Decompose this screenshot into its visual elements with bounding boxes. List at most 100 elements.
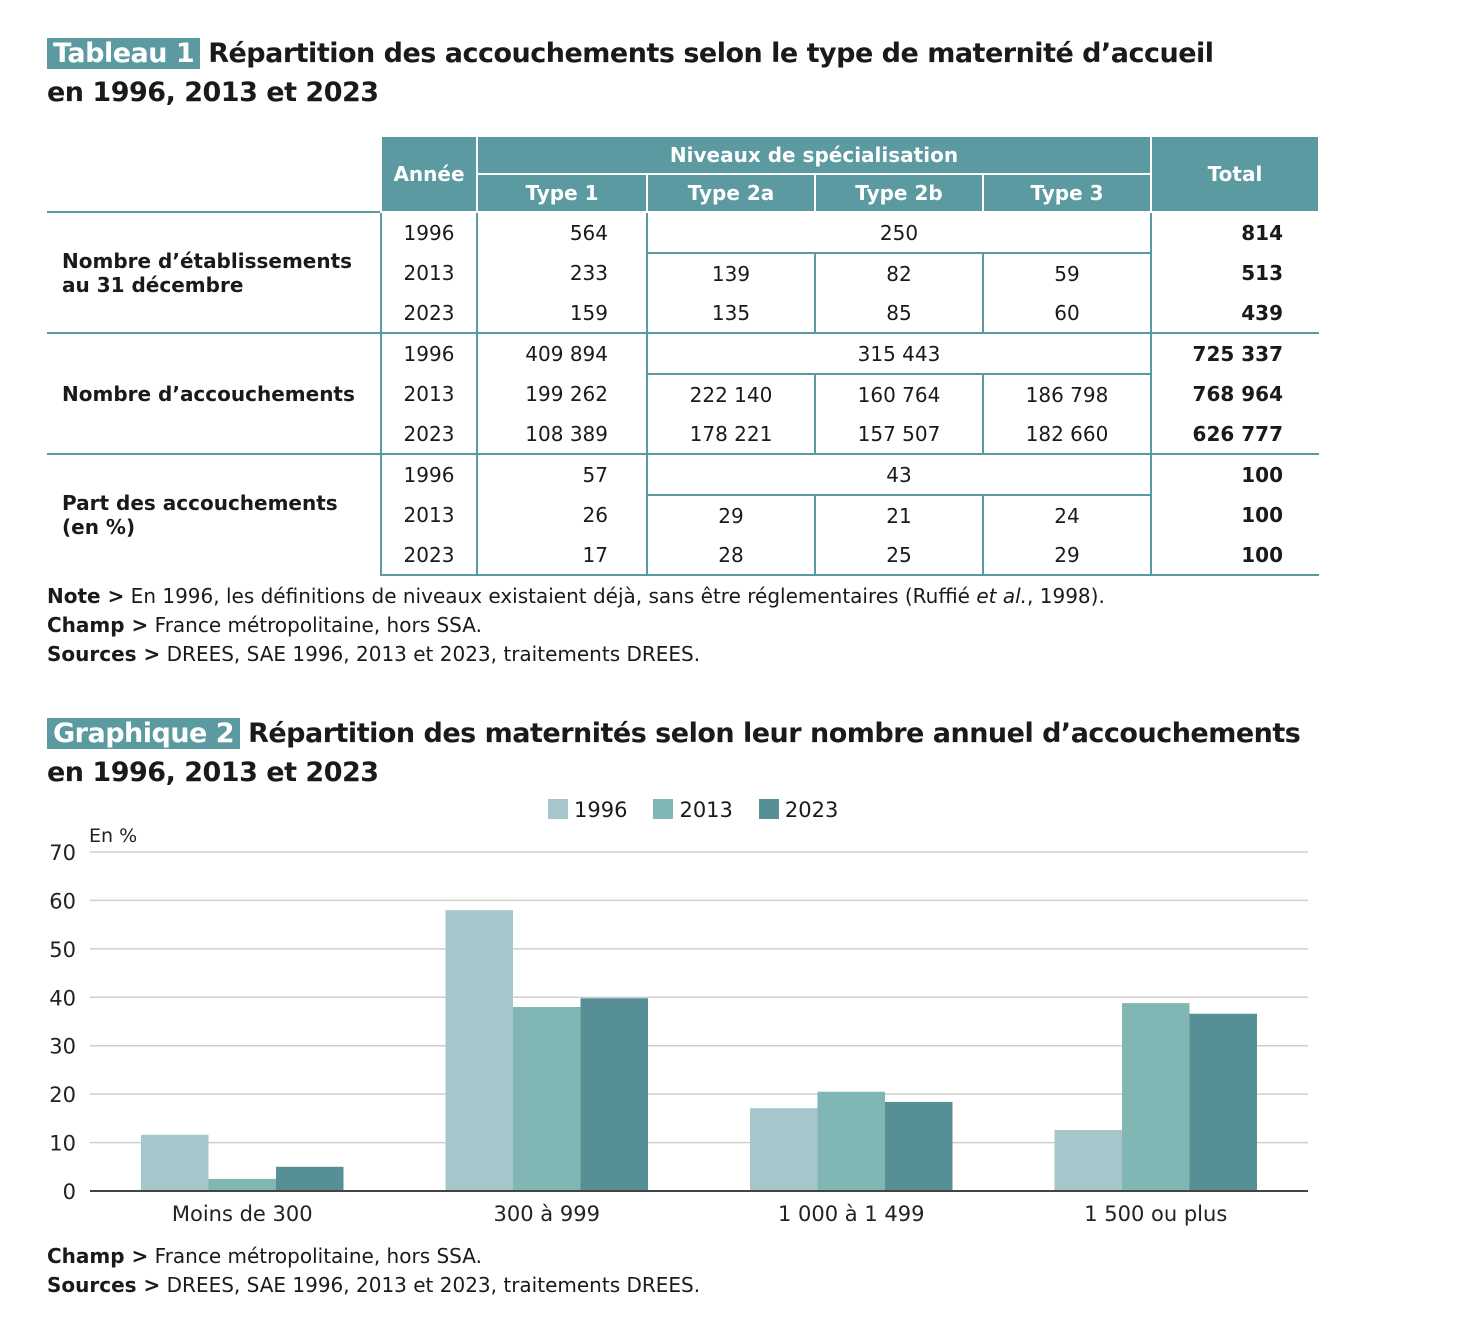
cell-type2b: 25 bbox=[814, 535, 983, 576]
note-end: , 1998). bbox=[1027, 584, 1105, 608]
y-axis-label: En % bbox=[89, 825, 137, 847]
cell-type2a: 135 bbox=[646, 293, 815, 333]
table-row: 2013 199 262 222 140 160 764 186 798 768 964 bbox=[47, 374, 1319, 414]
cell-total: 100 bbox=[1150, 535, 1319, 576]
cell-type3: 29 bbox=[982, 535, 1151, 576]
legend-swatch bbox=[758, 799, 779, 819]
note-text: En 1996, les définitions de niveaux exis… bbox=[124, 584, 977, 608]
y-tick-label: 0 bbox=[63, 1180, 76, 1204]
table-row: 2023 159 135 85 60 439 bbox=[47, 293, 1319, 333]
champ-text: France métropolitaine, hors SSA. bbox=[148, 613, 482, 637]
legend-label: 2013 bbox=[679, 798, 733, 822]
chart-legend: 1996 2013 2023 bbox=[548, 798, 838, 822]
row-group-label: Nombre d’accouchements bbox=[47, 332, 381, 454]
cell-type1: 26 bbox=[476, 495, 647, 535]
cell-type1: 159 bbox=[476, 293, 647, 333]
cell-types-2-3-merged: 43 bbox=[646, 453, 1152, 496]
x-tick-label: 1 000 à 1 499 bbox=[778, 1202, 924, 1226]
header-type1: Type 1 bbox=[476, 173, 648, 213]
sources-line: Sources > DREES, SAE 1996, 2013 et 2023,… bbox=[47, 1271, 700, 1300]
table-row: Part des accouchements (en %) 1996 57 43 100 bbox=[47, 453, 1319, 575]
cell-types-2-3-merged: 315 443 bbox=[646, 332, 1152, 375]
legend-swatch bbox=[548, 799, 568, 819]
cell-year: 1996 bbox=[380, 453, 477, 495]
table-title: Tableau 1 Répartition des accouchements s… bbox=[47, 34, 1214, 112]
header-total: Total bbox=[1150, 135, 1320, 213]
cell-year: 2023 bbox=[380, 293, 477, 333]
chart-notes: Champ > France métropolitaine, hors SSA.… bbox=[47, 1242, 700, 1300]
champ-label: Champ > bbox=[47, 613, 149, 637]
y-tick-label: 70 bbox=[49, 841, 76, 865]
cell-type1: 108 389 bbox=[476, 414, 647, 454]
row-group-label: Part des accouchements (en %) bbox=[47, 453, 381, 575]
cell-types-2-3-merged: 250 bbox=[646, 211, 1152, 254]
table-row: 2013 233 139 82 59 513 bbox=[47, 253, 1319, 293]
sources-label: Sources > bbox=[47, 1273, 161, 1297]
cell-type2b: 82 bbox=[814, 253, 983, 293]
row-group-label: Nombre d’établissements au 31 décembre bbox=[47, 211, 381, 333]
legend-label: 2023 bbox=[784, 798, 839, 822]
cell-type2b: 85 bbox=[814, 293, 983, 333]
cell-total: 100 bbox=[1150, 495, 1319, 535]
legend-item-2013: 2013 bbox=[653, 798, 733, 822]
cell-total: 100 bbox=[1150, 453, 1319, 495]
cell-year: 2023 bbox=[380, 535, 477, 576]
cell-type1: 233 bbox=[476, 253, 647, 293]
x-tick-label: Moins de 300 bbox=[172, 1202, 313, 1226]
table-title-text: Répartition des accouchements selon le t… bbox=[208, 38, 1214, 69]
y-tick-label: 60 bbox=[49, 889, 76, 913]
bar-2013-1 bbox=[513, 1006, 581, 1191]
note-italic: et al. bbox=[976, 584, 1028, 608]
cell-type2a: 139 bbox=[646, 253, 815, 293]
bar-1996-0 bbox=[141, 1134, 209, 1191]
cell-total: 725 337 bbox=[1150, 332, 1319, 374]
data-table: Année Niveaux de spécialisation Total Ty… bbox=[47, 135, 1320, 576]
note-label: Note > bbox=[47, 584, 125, 608]
sources-label: Sources > bbox=[47, 642, 161, 666]
bar-1996-1 bbox=[445, 910, 513, 1191]
sources-line: Sources > DREES, SAE 1996, 2013 et 2023,… bbox=[47, 640, 1105, 669]
chart-title: Graphique 2 Répartition des maternités se… bbox=[47, 714, 1301, 792]
y-tick-label: 10 bbox=[49, 1132, 76, 1156]
header-annee: Année bbox=[380, 135, 478, 213]
chart-title-text: Répartition des maternités selon leur no… bbox=[248, 718, 1301, 749]
bar-1996-3 bbox=[1054, 1129, 1122, 1191]
chart-title-line2: en 1996, 2013 et 2023 bbox=[47, 757, 379, 788]
table-row: 2023 17 28 25 29 100 bbox=[47, 535, 1319, 576]
legend-item-2023: 2023 bbox=[758, 798, 839, 822]
table-notes: Note > En 1996, les définitions de nivea… bbox=[47, 582, 1105, 669]
legend-swatch bbox=[653, 799, 674, 819]
cell-type1: 564 bbox=[476, 211, 647, 253]
cell-type2a: 222 140 bbox=[646, 374, 815, 414]
legend-label: 1996 bbox=[574, 798, 628, 822]
cell-type2a: 29 bbox=[646, 495, 815, 535]
cell-year: 2013 bbox=[380, 495, 477, 535]
bar-2023-3 bbox=[1189, 1013, 1257, 1191]
bar-2023-1 bbox=[580, 998, 648, 1191]
cell-type2a: 28 bbox=[646, 535, 815, 576]
cell-type2b: 157 507 bbox=[814, 414, 983, 454]
y-tick-label: 20 bbox=[49, 1083, 76, 1107]
table-row: Nombre d’établissements au 31 décembre 19… bbox=[47, 211, 1319, 333]
table-row: 2013 26 29 21 24 100 bbox=[47, 495, 1319, 535]
cell-type2a: 178 221 bbox=[646, 414, 815, 454]
chart-tag: Graphique 2 bbox=[47, 718, 241, 749]
table-row: Nombre d’accouchements 1996 409 894 315 443… bbox=[47, 332, 1319, 454]
cell-year: 2013 bbox=[380, 253, 477, 293]
cell-type1: 199 262 bbox=[476, 374, 647, 414]
bar-2023-2 bbox=[885, 1101, 953, 1191]
note-line: Note > En 1996, les définitions de nivea… bbox=[47, 582, 1105, 611]
sources-text: DREES, SAE 1996, 2013 et 2023, traitemen… bbox=[160, 1273, 701, 1297]
cell-total: 439 bbox=[1150, 293, 1319, 333]
cell-type3: 60 bbox=[982, 293, 1151, 333]
cell-total: 626 777 bbox=[1150, 414, 1319, 454]
table-tag: Tableau 1 bbox=[47, 38, 201, 69]
cell-type3: 182 660 bbox=[982, 414, 1151, 454]
cell-type3: 186 798 bbox=[982, 374, 1151, 414]
y-tick-label: 40 bbox=[49, 986, 76, 1010]
bar-2023-0 bbox=[276, 1166, 344, 1191]
cell-year: 1996 bbox=[380, 211, 477, 253]
table-title-line2: en 1996, 2013 et 2023 bbox=[47, 77, 379, 108]
champ-line: Champ > France métropolitaine, hors SSA. bbox=[47, 611, 1105, 640]
